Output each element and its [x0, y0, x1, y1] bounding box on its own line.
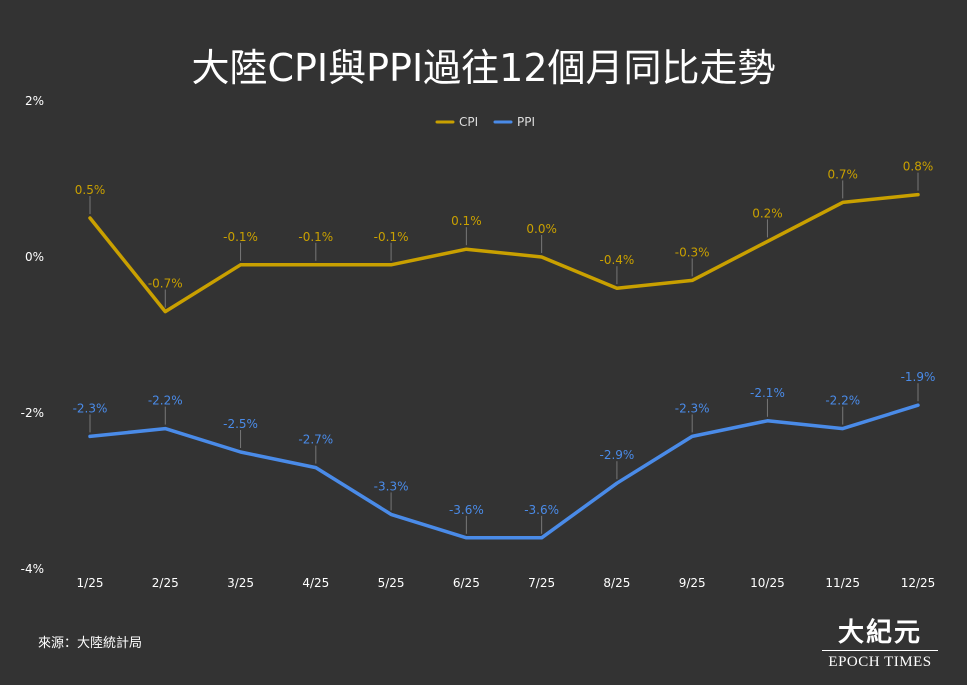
data-label-ppi: -2.9%	[599, 448, 634, 462]
data-label-cpi: -0.4%	[599, 253, 634, 267]
logo-chinese: 大紀元	[837, 618, 922, 648]
data-label-cpi: 0.5%	[75, 183, 106, 197]
data-labels: 0.5% -0.7% -0.1% -0.1% -0.1% 0.1% 0.0% -0.4% -0.…	[73, 160, 936, 517]
y-tick-label: -4%	[21, 562, 44, 576]
y-tick-label: -2%	[21, 406, 44, 420]
data-label-cpi: -0.7%	[148, 277, 183, 291]
x-tick-label: 6/25	[453, 576, 480, 590]
epoch-times-logo: 大紀元 EPOCH TIMES	[822, 618, 938, 674]
y-tick-label: 2%	[25, 94, 44, 108]
data-label-cpi: -0.1%	[298, 230, 333, 244]
x-tick-label: 9/25	[679, 576, 706, 590]
y-tick-label: 0%	[25, 250, 44, 264]
data-label-cpi: 0.7%	[827, 167, 858, 181]
data-label-ppi: -2.3%	[675, 401, 710, 415]
legend-label-cpi: CPI	[459, 115, 478, 129]
series-line-ppi	[88, 403, 920, 540]
x-tick-label: 12/25	[901, 576, 936, 590]
data-label-cpi: 0.0%	[526, 222, 557, 236]
series-lines	[88, 192, 920, 540]
data-label-cpi: 0.1%	[451, 214, 482, 228]
data-label-ppi: -2.5%	[223, 417, 258, 431]
x-tick-label: 7/25	[528, 576, 555, 590]
label-leaders	[89, 172, 919, 534]
data-label-ppi: -2.7%	[298, 433, 333, 447]
x-tick-label: 2/25	[152, 576, 179, 590]
data-label-ppi: -2.1%	[750, 386, 785, 400]
data-label-cpi: -0.3%	[675, 245, 710, 259]
logo-english: EPOCH TIMES	[822, 650, 938, 671]
data-label-cpi: 0.2%	[752, 206, 783, 220]
x-tick-label: 10/25	[750, 576, 785, 590]
chart-title: 大陸CPI與PPI過往12個月同比走勢	[191, 46, 776, 90]
data-label-ppi: -1.9%	[901, 370, 936, 384]
x-tick-label: 5/25	[378, 576, 405, 590]
data-label-ppi: -2.2%	[825, 394, 860, 408]
data-label-cpi: -0.1%	[374, 230, 409, 244]
x-axis: 1/25 2/25 3/25 4/25 5/25 6/25 7/25 8/25 9/25 10/2…	[77, 576, 936, 590]
data-label-cpi: 0.8%	[903, 160, 934, 174]
x-tick-label: 4/25	[302, 576, 329, 590]
data-label-ppi: -3.6%	[449, 503, 484, 517]
x-tick-label: 8/25	[603, 576, 630, 590]
data-label-ppi: -2.2%	[148, 394, 183, 408]
data-label-ppi: -3.6%	[524, 503, 559, 517]
data-label-cpi: -0.1%	[223, 230, 258, 244]
data-label-ppi: -3.3%	[374, 479, 409, 493]
x-tick-label: 3/25	[227, 576, 254, 590]
legend-label-ppi: PPI	[517, 115, 535, 129]
x-tick-label: 11/25	[825, 576, 860, 590]
legend: CPI PPI	[435, 115, 535, 129]
source-note: 來源：大陸統計局	[38, 636, 143, 651]
series-line-cpi	[88, 192, 920, 314]
x-tick-label: 1/25	[77, 576, 104, 590]
y-axis: 2% 0% -2% -4%	[21, 94, 44, 576]
data-label-ppi: -2.3%	[73, 401, 108, 415]
